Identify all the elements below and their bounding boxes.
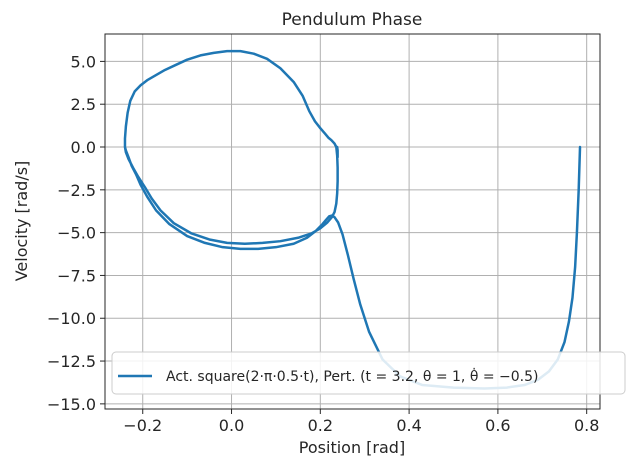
series-line [123, 49, 582, 390]
y-tick-label: −5.0 [57, 224, 96, 243]
y-tick-label: −2.5 [57, 181, 96, 200]
series-layer [123, 49, 582, 390]
x-tick-label: 0.6 [485, 416, 510, 435]
y-tick-label: −7.5 [57, 266, 96, 285]
chart-title: Pendulum Phase [282, 10, 423, 30]
y-tick-label: −10.0 [47, 309, 96, 328]
legend-box [111, 351, 626, 395]
y-tick-label: 5.0 [71, 52, 96, 71]
y-tick-label: 2.5 [71, 95, 96, 114]
x-tick-label: −0.2 [123, 416, 162, 435]
x-axis-label: Position [rad] [299, 438, 405, 457]
legend: Act. square(2·π·0.5·t), Pert. (t = 3.2, … [111, 351, 626, 395]
plot-frame [104, 33, 601, 410]
x-tick-label: 0.8 [574, 416, 599, 435]
y-tick-label: 0.0 [71, 138, 96, 157]
y-tick-label: −15.0 [47, 395, 96, 414]
x-tick-label: 0.4 [396, 416, 421, 435]
y-axis-label: Velocity [rad/s] [12, 161, 31, 282]
legend-entry-label: Act. square(2·π·0.5·t), Pert. (t = 3.2, … [166, 367, 538, 385]
x-tick-label: 0.0 [219, 416, 244, 435]
ticks: −0.2 0.0 0.2 0.4 0.6 0.8 5.0 2.5 0.0 −2.5 −5.0 −7.5… [47, 52, 599, 435]
x-tick-label: 0.2 [308, 416, 333, 435]
y-tick-label: −12.5 [47, 352, 96, 371]
